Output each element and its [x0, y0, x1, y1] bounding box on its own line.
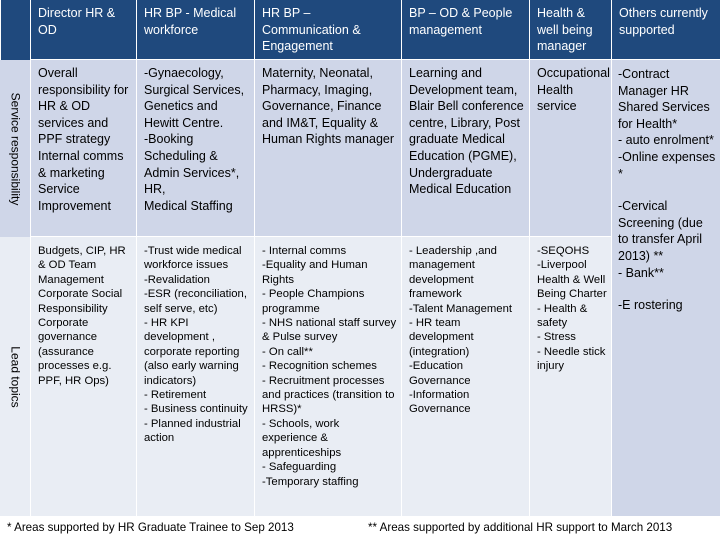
- footnote-graduate-trainee: * Areas supported by HR Graduate Trainee…: [7, 521, 294, 534]
- row-label-lead-text: Lead topics: [8, 345, 23, 408]
- lead-hr-bp-medical-workforce: -Trust wide medical workforce issues -Re…: [136, 237, 254, 516]
- header-others-currently-supported: Others currently supported: [611, 0, 720, 60]
- header-hr-bp-communication-engagement: HR BP – Communication & Engagement: [254, 0, 401, 60]
- service-director-hr-od: Overall responsibility for HR & OD servi…: [30, 60, 136, 237]
- row-label-service-responsibility: Service responsibility: [0, 60, 30, 237]
- others-top-list: -Contract Manager HR Shared Services for…: [618, 67, 716, 181]
- others-bottom-list: -E rostering: [618, 298, 683, 313]
- service-hr-bp-communication-engagement: Maternity, Neonatal, Pharmacy, Imaging, …: [254, 60, 401, 237]
- footer: * Areas supported by HR Graduate Trainee…: [0, 521, 720, 540]
- responsibility-table: Director HR & OD HR BP - Medical workfor…: [0, 0, 720, 516]
- lead-bp-od-people-management: - Leadership ,and management development…: [401, 237, 529, 516]
- header-hr-bp-medical-workforce: HR BP - Medical workforce: [136, 0, 254, 60]
- others-currently-supported-cell: -Contract Manager HR Shared Services for…: [611, 60, 720, 516]
- row-label-lead-topics: Lead topics: [0, 237, 30, 516]
- footnote-additional-hr-support: ** Areas supported by additional HR supp…: [368, 521, 673, 534]
- header-director-hr-od: Director HR & OD: [30, 0, 136, 60]
- service-health-well-being-manager: Occupational Health service: [529, 60, 611, 237]
- others-middle-list: -Cervical Screening (due to transfer Apr…: [618, 199, 703, 280]
- table-corner: [0, 0, 30, 60]
- row-label-service-text: Service responsibility: [8, 92, 23, 205]
- header-health-well-being-manager: Health & well being manager: [529, 0, 611, 60]
- header-bp-od-people-management: BP – OD & People management: [401, 0, 529, 60]
- service-hr-bp-medical-workforce: -Gynaecology, Surgical Services, Genetic…: [136, 60, 254, 237]
- lead-health-well-being-manager: -SEQOHS -Liverpool Health & Well Being C…: [529, 237, 611, 516]
- service-bp-od-people-management: Learning and Development team, Blair Bel…: [401, 60, 529, 237]
- lead-hr-bp-communication-engagement: - Internal comms -Equality and Human Rig…: [254, 237, 401, 516]
- lead-director-hr-od: Budgets, CIP, HR & OD Team Management Co…: [30, 237, 136, 516]
